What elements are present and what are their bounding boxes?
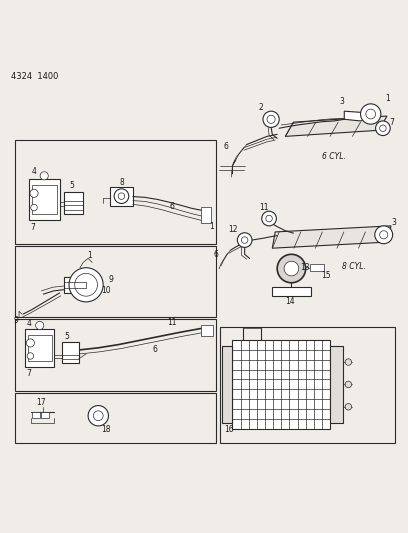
Text: 5: 5 [64,332,69,341]
Circle shape [380,231,388,239]
Circle shape [345,359,352,365]
Circle shape [266,215,272,222]
Text: 2: 2 [259,103,263,111]
Text: 4324  1400: 4324 1400 [11,72,58,81]
Bar [15,392,216,443]
Polygon shape [344,111,367,121]
Bar [29,179,60,220]
Text: 8: 8 [119,178,124,187]
Bar [330,346,343,423]
Circle shape [75,273,98,296]
Bar [25,329,54,367]
Bar [201,326,213,336]
Text: 14: 14 [285,296,295,305]
Circle shape [69,268,103,302]
Circle shape [380,125,386,132]
Bar [64,282,86,288]
Bar [233,340,330,429]
Circle shape [345,403,352,410]
Bar [111,187,133,206]
Bar [64,277,86,293]
Text: 4: 4 [32,167,37,176]
Circle shape [88,406,109,426]
Text: 9: 9 [108,275,113,284]
Text: 3: 3 [340,98,345,106]
Text: 6: 6 [169,202,174,211]
Text: 17: 17 [37,398,46,407]
Text: 1: 1 [386,94,390,103]
Bar [15,141,216,244]
Bar [31,185,57,214]
Circle shape [361,104,381,124]
Circle shape [277,254,306,283]
Bar [64,192,83,214]
Circle shape [345,381,352,387]
Text: 13: 13 [300,263,310,272]
Bar [28,335,51,361]
Text: 18: 18 [101,425,110,434]
Bar [32,411,40,418]
Text: 11: 11 [259,203,269,212]
Bar [41,411,49,418]
Text: 5: 5 [69,182,74,190]
Text: 11: 11 [167,318,176,327]
Text: 3: 3 [391,218,396,227]
Text: 6 CYL.: 6 CYL. [322,152,346,161]
Circle shape [27,353,33,359]
Circle shape [31,204,37,211]
Bar [15,319,216,391]
Text: 4: 4 [27,319,31,328]
Circle shape [284,261,299,276]
Circle shape [118,193,125,199]
Bar [15,246,216,317]
Circle shape [263,111,279,127]
Circle shape [93,411,103,421]
Circle shape [267,115,275,123]
Circle shape [26,339,34,347]
Circle shape [376,121,390,135]
Text: 9: 9 [14,316,19,325]
Circle shape [35,321,44,329]
Circle shape [237,233,252,247]
Circle shape [366,109,376,119]
Text: 7: 7 [30,223,35,232]
Text: 7: 7 [389,118,394,127]
Text: 15: 15 [321,271,331,280]
Circle shape [262,211,276,226]
Bar [220,327,395,443]
Circle shape [114,189,129,204]
Polygon shape [285,116,387,136]
Text: 16: 16 [224,425,234,434]
Text: 10: 10 [102,286,111,295]
Text: 1: 1 [87,251,92,260]
Polygon shape [272,226,391,248]
Text: 1: 1 [209,222,214,231]
Circle shape [40,172,48,180]
Circle shape [30,189,38,197]
Text: 6: 6 [214,250,219,259]
Circle shape [375,226,392,244]
Bar [272,287,311,296]
Circle shape [242,237,248,244]
Bar [222,346,233,423]
Text: 6: 6 [223,142,228,151]
Bar [62,342,79,363]
Text: 12: 12 [228,225,237,235]
Bar [310,264,324,271]
Text: 7: 7 [26,368,31,377]
Text: 8 CYL.: 8 CYL. [341,262,366,271]
Bar [201,207,211,223]
Text: 6: 6 [153,345,157,354]
